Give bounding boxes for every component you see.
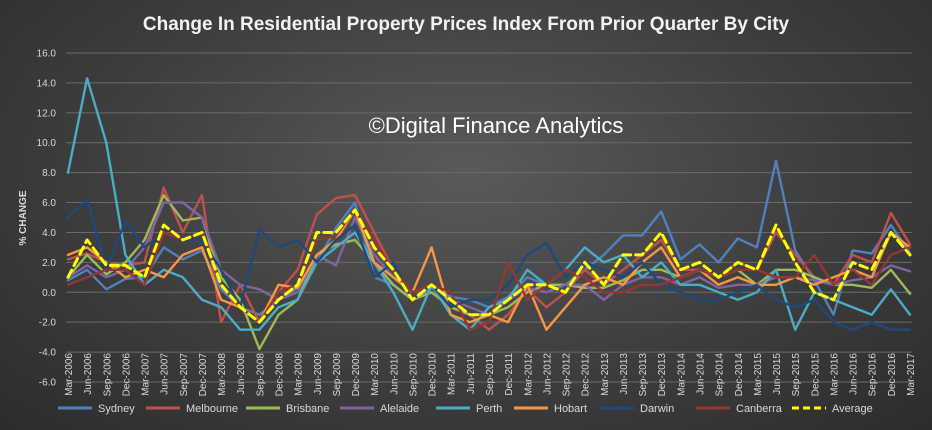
legend-label-darwin: Darwin xyxy=(640,403,674,415)
y-axis-ticks: 16.0 14.0 12.0 10.0 8.0 6.0 4.0 2.0 0.0 -2.0 -4.0 -… xyxy=(37,49,57,389)
x-tick-label: Mar-2017 xyxy=(906,353,917,396)
x-tick-label: Dec-2006 xyxy=(121,353,132,397)
x-tick-label: Sep-2010 xyxy=(408,353,419,397)
legend-label-alelaide: Alelaide xyxy=(380,403,419,415)
x-tick-label: Sep-2015 xyxy=(791,353,802,397)
x-tick-label: Dec-2012 xyxy=(581,353,592,397)
x-tick-label: Sep-2007 xyxy=(179,353,190,397)
chart-title: Change In Residential Property Prices In… xyxy=(143,14,790,35)
x-tick-label: Mar-2008 xyxy=(217,353,228,396)
legend-label-brisbane: Brisbane xyxy=(286,403,329,415)
series-line-brisbane xyxy=(66,193,912,351)
legend: Sydney Melbourne Brisbane Alelaide Perth Hoba… xyxy=(58,403,873,415)
x-tick-label: Mar-2012 xyxy=(523,353,534,396)
y-tick-label: -4.0 xyxy=(39,348,57,359)
x-tick-label: Dec-2009 xyxy=(351,353,362,397)
series-lines xyxy=(66,77,912,351)
x-tick-label: Sep-2011 xyxy=(485,353,496,396)
x-axis-ticks: Mar-2006 Jun-2006 Sep-2006 Dec-2006 Mar-2007… xyxy=(64,353,917,397)
y-tick-label: 8.0 xyxy=(42,168,56,179)
x-tick-label: Dec-2007 xyxy=(198,353,209,397)
x-tick-label: Jun-2009 xyxy=(313,353,324,395)
x-tick-label: Sep-2013 xyxy=(638,353,649,397)
x-tick-label: Jun-2016 xyxy=(849,353,860,395)
legend-label-canberra: Canberra xyxy=(736,403,783,415)
y-tick-label: 4.0 xyxy=(42,228,56,239)
y-tick-label: 10.0 xyxy=(37,138,57,149)
x-tick-label: Sep-2016 xyxy=(868,353,879,397)
y-tick-label: 12.0 xyxy=(37,108,57,119)
y-tick-label: 2.0 xyxy=(42,258,56,269)
gridlines xyxy=(66,52,912,383)
x-tick-label: Jun-2007 xyxy=(160,353,171,395)
x-tick-label: Jun-2011 xyxy=(466,353,477,394)
x-tick-label: Mar-2006 xyxy=(64,353,75,396)
y-axis-label: % CHANGE xyxy=(18,190,29,245)
watermark: ©Digital Finance Analytics xyxy=(369,113,624,138)
y-tick-label: 14.0 xyxy=(37,78,57,89)
x-tick-label: Jun-2010 xyxy=(389,353,400,395)
x-tick-label: Dec-2010 xyxy=(428,353,439,397)
y-tick-label: -2.0 xyxy=(39,318,57,329)
x-tick-label: Jun-2015 xyxy=(772,353,783,395)
x-tick-label: Mar-2009 xyxy=(294,353,305,396)
y-tick-label: 16.0 xyxy=(37,49,57,60)
x-tick-label: Dec-2015 xyxy=(810,353,821,397)
x-tick-label: Mar-2014 xyxy=(676,353,687,396)
x-tick-label: Jun-2013 xyxy=(619,353,630,395)
x-tick-label: Sep-2009 xyxy=(332,353,343,397)
x-tick-label: Mar-2007 xyxy=(141,353,152,396)
x-tick-label: Jun-2014 xyxy=(696,353,707,395)
x-tick-label: Sep-2012 xyxy=(562,353,573,397)
y-tick-label: 6.0 xyxy=(42,198,56,209)
x-tick-label: Dec-2011 xyxy=(504,353,515,396)
x-tick-label: Mar-2011 xyxy=(447,353,458,395)
x-tick-label: Dec-2014 xyxy=(734,353,745,397)
y-tick-label: -6.0 xyxy=(39,378,57,389)
x-tick-label: Sep-2008 xyxy=(255,353,266,397)
x-tick-label: Mar-2016 xyxy=(829,353,840,396)
y-tick-label: 0.0 xyxy=(42,288,56,299)
legend-label-sydney: Sydney xyxy=(98,403,135,415)
x-tick-label: Mar-2010 xyxy=(370,353,381,396)
x-tick-label: Sep-2006 xyxy=(102,353,113,397)
legend-label-perth: Perth xyxy=(476,403,502,415)
legend-label-average: Average xyxy=(832,403,873,415)
x-tick-label: Mar-2013 xyxy=(600,353,611,396)
x-tick-label: Sep-2014 xyxy=(715,353,726,397)
x-tick-label: Jun-2006 xyxy=(83,353,94,395)
x-tick-label: Dec-2016 xyxy=(887,353,898,397)
x-tick-label: Dec-2008 xyxy=(275,353,286,397)
x-tick-label: Jun-2008 xyxy=(236,353,247,395)
x-tick-label: Mar-2015 xyxy=(753,353,764,396)
series-line-perth xyxy=(66,77,912,331)
legend-label-melbourne: Melbourne xyxy=(186,403,238,415)
x-tick-label: Dec-2013 xyxy=(657,353,668,397)
legend-label-hobart: Hobart xyxy=(554,403,587,415)
x-tick-label: Jun-2012 xyxy=(542,353,553,395)
series-line-average xyxy=(66,208,912,324)
